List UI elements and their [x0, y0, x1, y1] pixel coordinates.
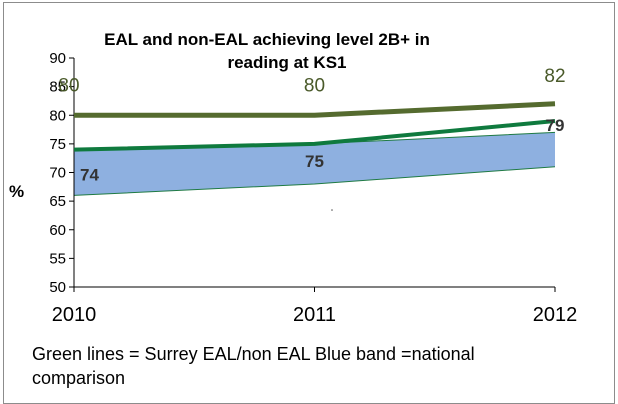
y-tick-label: 55	[49, 250, 66, 267]
data-label-bottom: 74	[80, 166, 99, 185]
chart-title-line-2: reading at KS1	[227, 53, 346, 72]
chart-frame: 50 55 60 65 70 75 80 85 90 2010 2011 2012 80 80 82 74 7…	[3, 2, 615, 404]
data-label-top: 80	[58, 75, 79, 96]
x-tick-label: 2010	[52, 304, 97, 326]
data-label-top: 82	[544, 66, 565, 87]
y-tick-label: 50	[49, 279, 66, 296]
band-lower-edge	[73, 166, 556, 196]
y-tick-label: 75	[49, 136, 66, 153]
series-line-2	[73, 118, 556, 152]
data-labels-layer: 80 80 82 74 75 79	[58, 66, 566, 211]
x-tick-label: 2011	[293, 304, 336, 326]
y-tick-label: 85	[49, 79, 66, 96]
data-label-bottom: 79	[546, 116, 565, 135]
caption-line-2: comparison	[32, 368, 125, 388]
stray-dot	[331, 209, 333, 211]
series-layer	[73, 101, 556, 152]
y-tick-label: 70	[49, 165, 66, 182]
x-tick-label: 2012	[533, 304, 578, 326]
chart-title-line-1: EAL and non-EAL achieving level 2B+ in	[104, 30, 430, 49]
series-line-1	[74, 101, 556, 118]
y-tick-label: 60	[49, 222, 66, 239]
y-axis-label: %	[9, 182, 24, 201]
caption-line-1: Green lines = Surrey EAL/non EAL Blue ba…	[32, 344, 475, 364]
y-tick-label: 90	[49, 50, 66, 67]
data-label-bottom: 75	[305, 152, 324, 171]
y-tick-label: 65	[49, 193, 66, 210]
y-tick-label: 80	[49, 107, 66, 124]
data-label-top: 80	[304, 75, 325, 96]
